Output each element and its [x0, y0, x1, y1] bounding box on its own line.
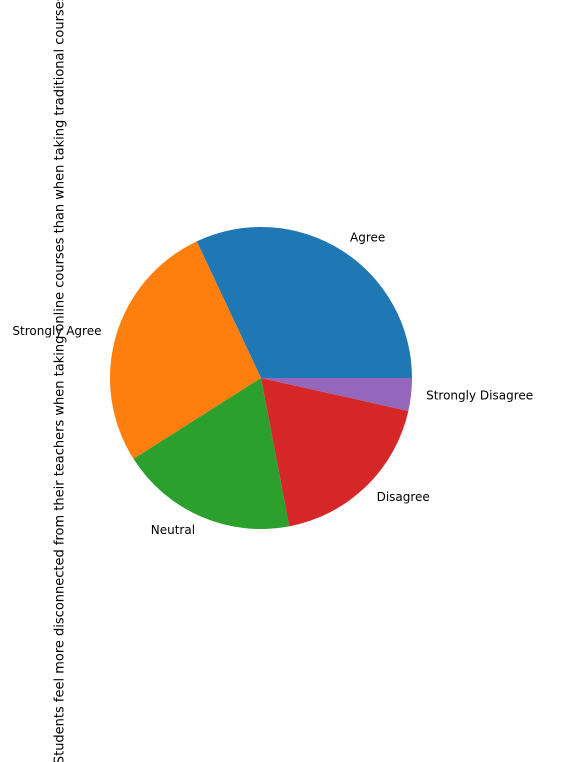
pie-slice-agree: [196, 227, 412, 378]
pie-label-disagree: Disagree: [377, 490, 430, 504]
pie-labels: Agree Strongly Agree Neutral Disagree Strong…: [12, 230, 533, 537]
pie-label-neutral: Neutral: [151, 523, 195, 537]
pie-slice-neutral: [133, 378, 290, 529]
pie-label-agree: Agree: [350, 230, 385, 244]
y-axis-label: Students feel more disconnected from the…: [53, 0, 68, 762]
pie-label-strongly-disagree: Strongly Disagree: [426, 389, 533, 403]
pie-slices: [109, 227, 412, 529]
pie-slice-disagree: [261, 378, 409, 527]
pie-slice-strongly-disagree: [261, 378, 412, 411]
pie-label-strongly-agree: Strongly Agree: [12, 324, 101, 338]
pie-slice-strongly-agree: [109, 241, 261, 459]
